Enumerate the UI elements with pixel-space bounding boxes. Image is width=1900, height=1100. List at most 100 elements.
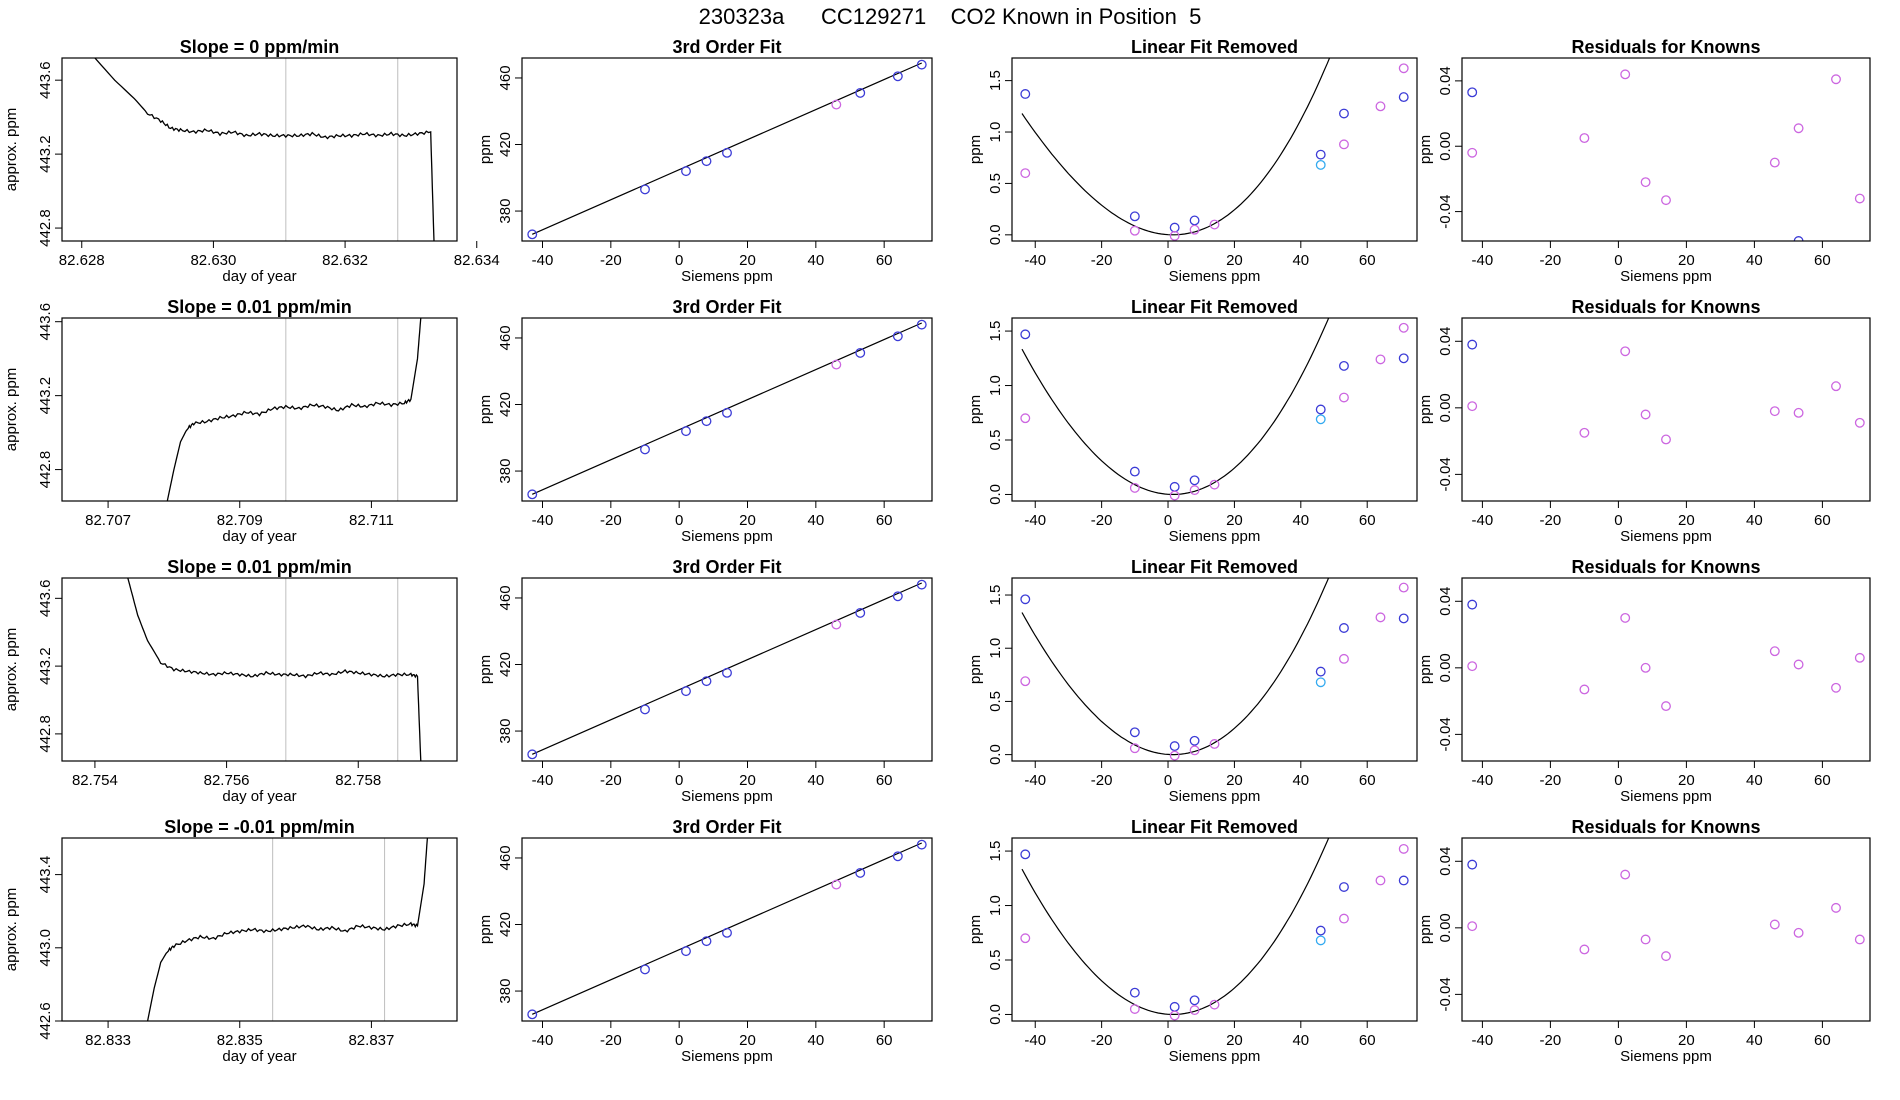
x-tick-label: 82.628 <box>59 252 105 269</box>
data-point <box>1315 666 1326 677</box>
y-tick-label: 0.5 <box>987 950 1004 971</box>
plot-frame <box>521 57 933 242</box>
panel-title: 3rd Order Fit <box>672 297 781 317</box>
y-tick-label: 442.8 <box>37 715 54 753</box>
x-tick-label: 82.630 <box>190 252 236 269</box>
x-axis-label: Siemens ppm <box>1620 268 1712 285</box>
data-point <box>831 619 842 630</box>
y-tick-label: 460 <box>497 845 514 870</box>
data-point <box>1020 89 1031 99</box>
y-axis-label: ppm <box>967 655 984 684</box>
plot-area <box>527 839 927 1020</box>
plot-area <box>1020 578 1409 761</box>
plot-frame <box>61 57 458 242</box>
x-tick-label: 0 <box>1614 772 1622 789</box>
x-tick-label: -20 <box>1091 772 1113 789</box>
x-tick-label: 0 <box>1164 512 1172 529</box>
x-tick-label: 82.835 <box>217 1032 263 1049</box>
y-tick-label: 443.6 <box>37 303 54 341</box>
x-tick-label: -20 <box>1540 512 1562 529</box>
data-point <box>1398 613 1409 624</box>
data-point <box>1398 875 1409 886</box>
y-tick-label: 443.6 <box>37 61 54 99</box>
data-point <box>1831 682 1841 693</box>
data-point <box>916 839 927 850</box>
y-tick-label: 443.2 <box>37 647 54 685</box>
data-point <box>1467 147 1478 158</box>
x-axis-label: day of year <box>222 528 296 545</box>
data-point <box>1209 739 1220 749</box>
x-tick-label: -20 <box>600 772 622 789</box>
y-tick-label: 0.04 <box>1437 327 1454 356</box>
data-point <box>1315 159 1326 170</box>
x-tick-label: 60 <box>876 1032 893 1049</box>
y-tick-label: 442.8 <box>37 209 54 247</box>
x-tick-label: 60 <box>1359 252 1376 269</box>
data-point <box>1640 662 1651 673</box>
x-tick-label: 0 <box>675 252 683 269</box>
data-point <box>1398 843 1409 854</box>
data-point <box>722 407 732 418</box>
x-tick-label: 82.711 <box>349 512 394 529</box>
x-tick-label: 60 <box>1359 1032 1376 1049</box>
data-point <box>1339 139 1349 150</box>
data-point <box>1129 987 1140 998</box>
data-point <box>1169 222 1180 233</box>
x-tick-label: -40 <box>532 512 554 529</box>
x-tick-label: 82.632 <box>322 252 368 269</box>
y-tick-label: -0.04 <box>1437 977 1454 1011</box>
data-point <box>1189 1005 1200 1016</box>
x-tick-label: 40 <box>807 512 824 529</box>
y-tick-label: 0.00 <box>1437 393 1454 422</box>
x-axis-label: day of year <box>222 1048 296 1065</box>
data-point <box>527 749 538 760</box>
data-point <box>1129 466 1140 477</box>
plot-area <box>166 318 422 501</box>
x-tick-label: 60 <box>1814 1032 1831 1049</box>
x-tick-label: 40 <box>1746 772 1763 789</box>
y-tick-label: 460 <box>497 585 514 610</box>
data-point <box>1467 661 1478 672</box>
x-tick-label: 20 <box>1678 772 1695 789</box>
y-axis-label: ppm <box>477 655 494 684</box>
x-tick-label: 82.754 <box>72 772 118 789</box>
plot-frame <box>521 577 933 762</box>
y-tick-label: 380 <box>497 459 514 484</box>
data-point <box>722 927 732 938</box>
data-point <box>1339 108 1349 119</box>
data-point <box>1315 414 1326 425</box>
data-point <box>1129 727 1140 738</box>
x-tick-label: -40 <box>1472 252 1494 269</box>
data-point <box>1129 482 1140 493</box>
y-tick-label: 1.0 <box>987 638 1004 659</box>
data-point <box>1169 750 1180 761</box>
x-tick-label: 40 <box>1292 1032 1309 1049</box>
panel-row4-residuals: Residuals for Knowns -40 -20 0 20 40 60 -0.04 0.… <box>1417 817 1871 1065</box>
x-axis-label: Siemens ppm <box>681 268 773 285</box>
x-tick-label: 0 <box>1614 512 1622 529</box>
panel-title: Slope = 0 ppm/min <box>180 37 340 57</box>
panel-row1-trace: Slope = 0 ppm/min 82.628 82.630 82.632 82.63… <box>3 37 500 285</box>
plot-frame <box>1461 57 1871 242</box>
x-tick-label: 0 <box>675 512 683 529</box>
plot-frame <box>1011 57 1418 242</box>
plot-area <box>1467 859 1865 962</box>
y-tick-label: 0.04 <box>1437 587 1454 616</box>
x-tick-label: 60 <box>1814 512 1831 529</box>
panel-row1-fit: 3rd Order Fit -40 -20 0 20 40 60 380 420 460 Sieme… <box>477 37 933 285</box>
data-point <box>1189 995 1200 1006</box>
data-point <box>1189 745 1200 756</box>
y-tick-label: 1.5 <box>987 70 1004 91</box>
data-point <box>1398 92 1409 103</box>
x-tick-label: 0 <box>1614 252 1622 269</box>
panel-title: 3rd Order Fit <box>672 817 781 837</box>
data-point <box>1129 1004 1140 1014</box>
y-axis-label: ppm <box>967 395 984 424</box>
x-tick-label: 82.634 <box>454 252 500 269</box>
x-tick-label: 60 <box>1359 512 1376 529</box>
x-tick-label: 20 <box>1226 252 1243 269</box>
data-point <box>1467 599 1478 610</box>
data-point <box>1793 407 1804 418</box>
x-tick-label: -20 <box>600 252 622 269</box>
y-tick-label: 1.5 <box>987 321 1004 342</box>
